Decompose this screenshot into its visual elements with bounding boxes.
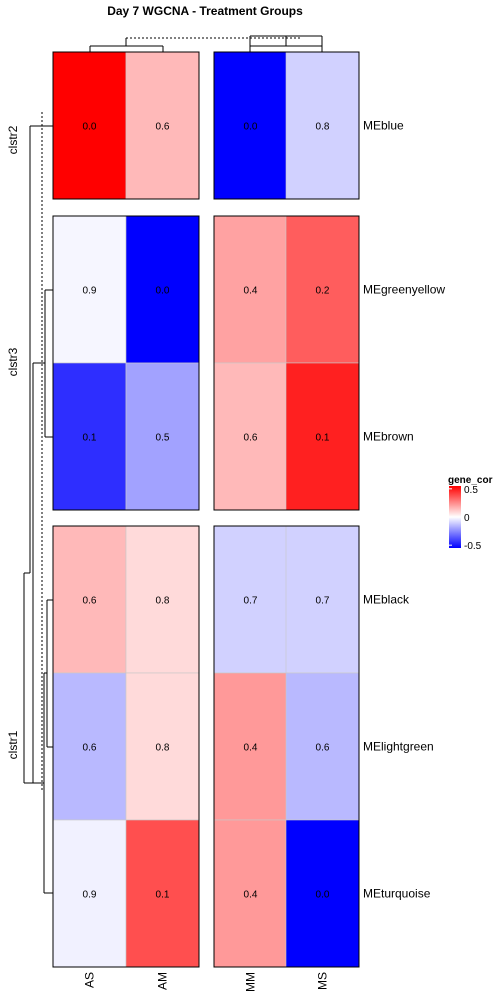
legend-tick-label: 0.5: [464, 485, 478, 496]
cell-value-label: 0.0: [244, 122, 258, 133]
row-dendrogram: [23, 112, 53, 894]
panel-border: [52, 525, 200, 968]
cell-value-label: 0.4: [244, 743, 258, 754]
column-label: AM: [156, 972, 170, 990]
panel-border: [52, 215, 200, 511]
heatmap-cell: [213, 672, 288, 821]
panel-border: [52, 51, 200, 200]
cluster-labels: clstr2 clstr3 clstr1: [6, 125, 20, 759]
legend-tick-label: -0.5: [464, 541, 482, 552]
legend-title: gene_cor: [448, 475, 493, 486]
heatmap-cells: [52, 51, 360, 968]
cell-value-label: 0.7: [316, 596, 330, 607]
cell-value-labels: 0.0 0.6 0.0 0.8 0.9 0.0 0.4 0.2 0.1 0.5 0.6 0.1 0.6 0…: [83, 122, 330, 901]
cell-value-label: 0.1: [316, 433, 330, 444]
row-label: MEblue: [363, 119, 404, 133]
heatmap-cell: [285, 215, 360, 364]
row-label: MEturquoise: [363, 887, 431, 901]
panel-borders: [52, 51, 360, 968]
heatmap-cell: [125, 819, 200, 968]
cell-value-label: 0.9: [83, 286, 97, 297]
heatmap-cell: [125, 215, 200, 364]
cell-value-label: 0.2: [316, 286, 330, 297]
cell-value-label: 0.0: [316, 890, 330, 901]
heatmap-cell: [52, 525, 127, 674]
heatmap-cell: [52, 819, 127, 968]
heatmap-cell: [52, 51, 127, 200]
panel-border: [213, 525, 360, 968]
cell-value-label: 0.4: [244, 286, 258, 297]
cell-value-label: 0.6: [244, 433, 258, 444]
legend-tick-label: 0: [464, 513, 470, 524]
cell-value-label: 0.6: [83, 596, 97, 607]
heatmap-cell: [285, 525, 360, 674]
column-label: MS: [316, 972, 330, 990]
legend-color-bar: [449, 486, 461, 548]
cell-value-label: 0.7: [244, 596, 258, 607]
row-cluster-label: clstr2: [6, 125, 20, 154]
column-dendrogram: [89, 35, 323, 52]
chart-title: Day 7 WGCNA - Treatment Groups: [107, 4, 303, 18]
row-label: MElightgreen: [363, 740, 434, 754]
heatmap-cell: [125, 525, 200, 674]
panel-border: [213, 215, 360, 511]
heatmap-cell: [52, 215, 127, 364]
cell-value-label: 0.4: [244, 890, 258, 901]
cell-value-label: 0.1: [156, 890, 170, 901]
cell-value-label: 0.1: [83, 433, 97, 444]
cell-value-label: 0.5: [156, 433, 170, 444]
cell-value-label: 0.8: [156, 596, 170, 607]
column-label: AS: [83, 972, 97, 988]
color-legend: gene_cor 0.5 0 -0.5: [448, 475, 493, 552]
heatmap-cell: [125, 672, 200, 821]
heatmap-cell: [213, 51, 288, 200]
row-label: MEbrown: [363, 430, 414, 444]
row-cluster-label: clstr3: [6, 347, 20, 376]
heatmap-cell: [285, 362, 360, 511]
column-label: MM: [244, 972, 258, 992]
cell-value-label: 0.6: [83, 743, 97, 754]
cell-value-label: 0.9: [83, 890, 97, 901]
heatmap-cell: [125, 362, 200, 511]
heatmap-cell: [213, 362, 288, 511]
panel-border: [213, 51, 360, 200]
row-labels: MEblue MEgreenyellow MEbrown MEblack MElight…: [363, 119, 445, 901]
cell-value-label: 0.0: [83, 122, 97, 133]
row-label: MEblack: [363, 593, 410, 607]
heatmap-cell: [285, 672, 360, 821]
row-label: MEgreenyellow: [363, 283, 445, 297]
cell-value-label: 0.6: [316, 743, 330, 754]
heatmap-cell: [285, 819, 360, 968]
cell-value-label: 0.6: [156, 122, 170, 133]
cell-value-label: 0.8: [156, 743, 170, 754]
column-labels: AS AM MM MS: [83, 972, 330, 992]
cell-value-label: 0.0: [156, 286, 170, 297]
row-cluster-label: clstr1: [6, 730, 20, 759]
cell-value-label: 0.8: [316, 122, 330, 133]
